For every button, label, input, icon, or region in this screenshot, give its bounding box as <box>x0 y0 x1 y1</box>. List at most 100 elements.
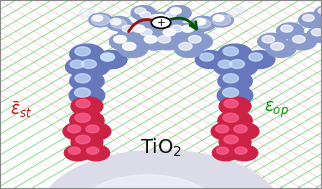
Circle shape <box>86 125 99 133</box>
Circle shape <box>113 20 120 24</box>
Circle shape <box>171 25 183 32</box>
Circle shape <box>91 15 109 26</box>
Circle shape <box>262 36 275 43</box>
Circle shape <box>191 16 215 31</box>
Circle shape <box>83 145 109 161</box>
Circle shape <box>211 123 241 140</box>
Circle shape <box>76 99 90 108</box>
Circle shape <box>217 85 253 106</box>
Circle shape <box>118 40 147 57</box>
Circle shape <box>225 57 258 76</box>
Circle shape <box>244 51 275 69</box>
Circle shape <box>212 15 231 26</box>
Circle shape <box>94 16 102 21</box>
Circle shape <box>184 33 213 50</box>
Circle shape <box>75 74 90 83</box>
Circle shape <box>231 145 258 161</box>
Text: $\varepsilon_{op}$: $\varepsilon_{op}$ <box>264 100 289 120</box>
Circle shape <box>70 71 104 91</box>
Circle shape <box>75 113 90 122</box>
Circle shape <box>118 40 147 57</box>
Circle shape <box>144 36 157 43</box>
Circle shape <box>151 12 176 28</box>
Circle shape <box>96 51 127 69</box>
Circle shape <box>307 26 322 42</box>
Circle shape <box>224 135 238 144</box>
Circle shape <box>166 6 191 20</box>
Circle shape <box>218 44 252 64</box>
Circle shape <box>166 23 194 39</box>
Circle shape <box>114 36 127 43</box>
Circle shape <box>118 23 144 38</box>
Circle shape <box>140 29 152 36</box>
Circle shape <box>266 40 296 57</box>
Circle shape <box>81 60 96 68</box>
Circle shape <box>162 10 185 23</box>
Circle shape <box>230 123 259 140</box>
Ellipse shape <box>80 175 216 189</box>
Circle shape <box>70 111 104 131</box>
Circle shape <box>214 58 244 76</box>
Circle shape <box>155 15 166 21</box>
Circle shape <box>224 99 238 108</box>
Circle shape <box>68 125 81 133</box>
Text: TiO$_2$: TiO$_2$ <box>140 136 182 159</box>
Circle shape <box>159 26 186 42</box>
Circle shape <box>76 135 90 144</box>
Circle shape <box>150 15 161 21</box>
Circle shape <box>175 40 204 57</box>
Circle shape <box>318 8 322 14</box>
Circle shape <box>277 23 304 39</box>
Circle shape <box>315 6 322 20</box>
Circle shape <box>198 20 205 24</box>
Circle shape <box>215 16 223 21</box>
Circle shape <box>131 6 156 20</box>
Circle shape <box>223 113 239 122</box>
Circle shape <box>235 147 247 154</box>
Circle shape <box>96 51 127 69</box>
Circle shape <box>258 33 286 50</box>
Circle shape <box>219 133 251 151</box>
Circle shape <box>210 13 233 27</box>
Circle shape <box>109 33 138 50</box>
Circle shape <box>75 47 90 56</box>
Circle shape <box>70 60 84 68</box>
Circle shape <box>166 12 176 18</box>
Circle shape <box>109 33 138 50</box>
Circle shape <box>122 25 134 32</box>
Text: $\bar{\varepsilon}_{st}$: $\bar{\varepsilon}_{st}$ <box>10 99 32 120</box>
Circle shape <box>288 33 317 50</box>
Circle shape <box>182 25 194 32</box>
Circle shape <box>140 33 168 50</box>
Circle shape <box>135 8 146 14</box>
Circle shape <box>123 43 136 50</box>
Circle shape <box>219 97 251 115</box>
FancyArrowPatch shape <box>128 20 158 32</box>
Circle shape <box>159 26 186 42</box>
Circle shape <box>146 12 171 28</box>
Circle shape <box>195 51 226 69</box>
Circle shape <box>216 147 229 154</box>
Circle shape <box>107 16 131 31</box>
Text: $+$: $+$ <box>156 17 166 28</box>
Circle shape <box>70 44 104 64</box>
Circle shape <box>200 53 214 61</box>
Circle shape <box>218 60 232 68</box>
Circle shape <box>111 19 127 28</box>
Circle shape <box>249 53 263 61</box>
Circle shape <box>101 53 115 61</box>
Circle shape <box>155 15 166 21</box>
Circle shape <box>81 10 89 14</box>
Circle shape <box>66 58 96 76</box>
Ellipse shape <box>40 150 282 189</box>
Circle shape <box>140 12 150 18</box>
Circle shape <box>128 23 156 39</box>
Circle shape <box>158 36 171 43</box>
FancyArrowPatch shape <box>164 18 196 29</box>
Circle shape <box>92 15 103 21</box>
Circle shape <box>188 36 201 43</box>
Circle shape <box>271 43 284 50</box>
Circle shape <box>227 8 243 17</box>
Circle shape <box>71 133 103 151</box>
Circle shape <box>128 23 156 39</box>
